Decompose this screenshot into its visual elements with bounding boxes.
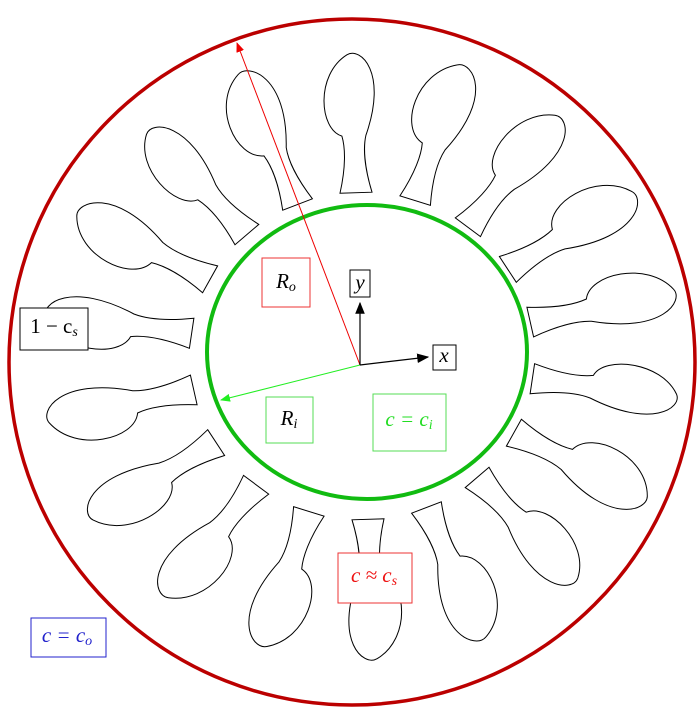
label-text: R [280,406,294,430]
label-subscript: o [289,280,296,295]
finger [324,53,374,193]
label-subscript: i [429,418,433,433]
finger [77,203,218,293]
label-text: R [275,269,289,293]
finger [412,502,498,641]
label-subscript: s [72,325,78,340]
finger [499,185,637,282]
label-text: c = c [385,407,429,431]
finger [527,273,676,337]
label-subscript: s [392,574,398,589]
finger [400,65,476,206]
finger [87,430,224,526]
finger [455,115,565,237]
diagram: Ro y x 1 − cs Ri c = ci c ≈ cs c = co [0,0,698,707]
finger [158,475,269,598]
label: x [438,343,449,367]
label-subscript: i [293,417,297,432]
inner-boundary [207,205,527,499]
label-text: 1 − c [30,314,72,338]
label-subscript: o [85,634,92,649]
finger [530,364,677,414]
finger [47,375,197,440]
label-text: c = c [42,623,86,647]
label: c = ci [385,407,432,433]
label: 1 − cs [30,314,78,340]
label: c = co [42,623,92,649]
finger [226,71,312,210]
finger [506,419,647,509]
label: y [353,270,365,294]
finger [249,507,324,647]
label: c ≈ cs [351,563,398,589]
label-text: c ≈ c [351,563,392,587]
